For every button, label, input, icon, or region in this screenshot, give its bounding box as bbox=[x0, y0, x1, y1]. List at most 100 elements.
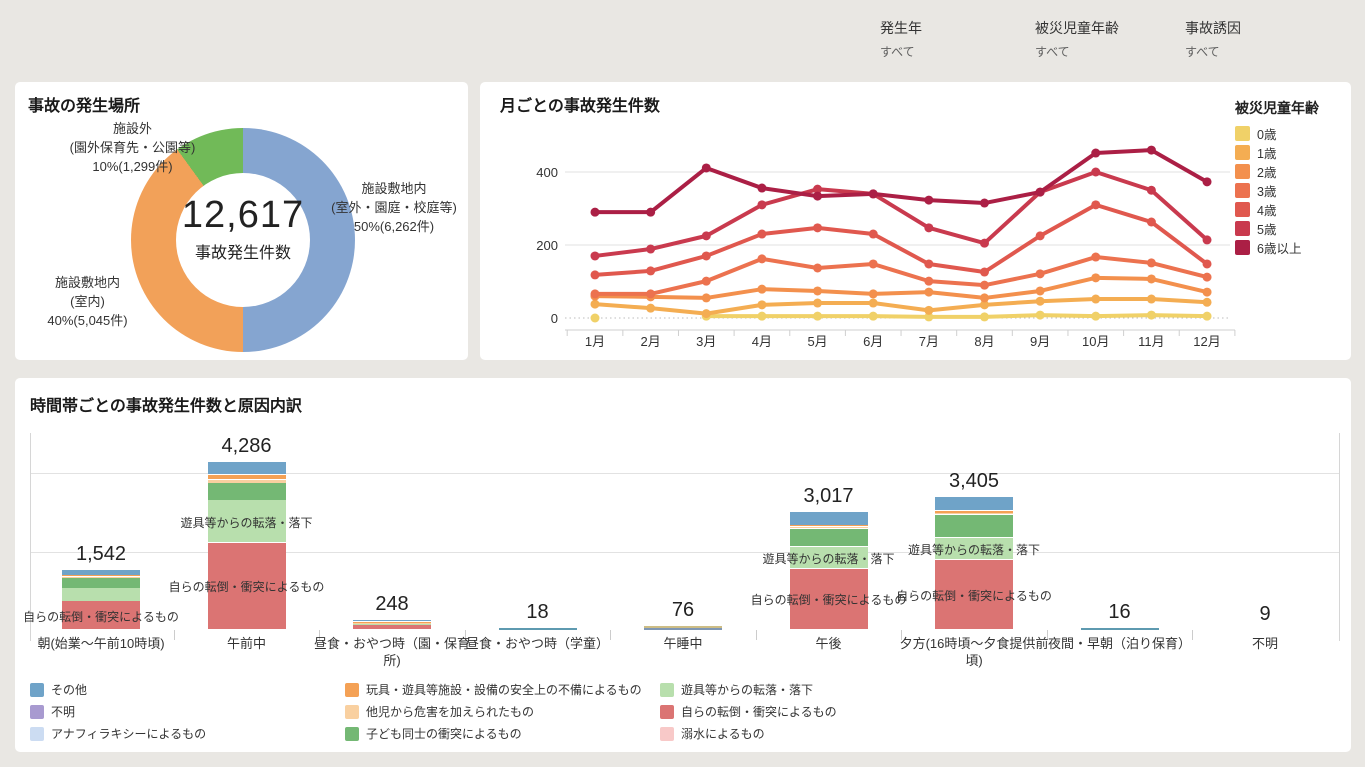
line-point-0歳-10月[interactable] bbox=[1091, 311, 1101, 321]
line-point-1歳-4月[interactable] bbox=[757, 300, 767, 310]
bar-segment-gangu[interactable] bbox=[353, 621, 431, 623]
line-point-2歳-5月[interactable] bbox=[813, 286, 823, 296]
line-point-4歳-4月[interactable] bbox=[757, 229, 767, 239]
filter-occurrence-year[interactable]: 発生年 すべて bbox=[880, 18, 922, 60]
line-point-0歳-8月[interactable] bbox=[979, 312, 989, 322]
line-point-4歳-7月[interactable] bbox=[924, 259, 934, 269]
line-point-0歳-1月[interactable] bbox=[590, 313, 600, 323]
line-point-1歳-6月[interactable] bbox=[868, 298, 878, 308]
line-point-3歳-1月[interactable] bbox=[590, 289, 600, 299]
line-point-3歳-9月[interactable] bbox=[1035, 269, 1045, 279]
cause-legend-item[interactable]: 不明 bbox=[30, 703, 75, 720]
bar-segment-gangu[interactable] bbox=[935, 510, 1013, 513]
bar-segment-tagai[interactable] bbox=[62, 576, 140, 578]
cause-legend-item[interactable]: 溺水によるもの bbox=[660, 725, 765, 742]
line-point-6歳以上-8月[interactable] bbox=[979, 198, 989, 208]
line-series-0歳[interactable] bbox=[704, 313, 1210, 319]
filter-value[interactable]: すべて bbox=[880, 45, 915, 59]
age-legend-item[interactable]: 4歳 bbox=[1235, 200, 1319, 219]
bar-segment-tagai[interactable] bbox=[935, 513, 1013, 515]
bar-segment-gangu[interactable] bbox=[789, 525, 868, 527]
line-point-3歳-10月[interactable] bbox=[1091, 252, 1101, 262]
line-point-0歳-9月[interactable] bbox=[1035, 310, 1045, 320]
line-point-5歳-4月[interactable] bbox=[757, 200, 767, 210]
bar-segment-jibun[interactable] bbox=[789, 568, 868, 630]
line-point-2歳-3月[interactable] bbox=[701, 293, 711, 303]
line-point-3歳-3月[interactable] bbox=[701, 276, 711, 286]
line-point-5歳-5月[interactable] bbox=[813, 184, 823, 194]
bar-segment-kodomo[interactable] bbox=[789, 528, 868, 547]
bar-segment-yugu[interactable] bbox=[353, 623, 431, 625]
bar-mini[interactable] bbox=[498, 628, 577, 630]
line-point-3歳-4月[interactable] bbox=[757, 254, 767, 264]
bar-segment-sonota[interactable] bbox=[935, 496, 1013, 511]
line-point-6歳以上-2月[interactable] bbox=[646, 207, 656, 217]
age-legend-item[interactable]: 0歳 bbox=[1235, 124, 1319, 143]
cause-legend-item[interactable]: 子ども同士の衝突によるもの bbox=[345, 725, 522, 742]
bar-segment-sonota[interactable] bbox=[207, 461, 286, 475]
line-point-6歳以上-6月[interactable] bbox=[868, 189, 878, 199]
bar-segment-jibun[interactable] bbox=[935, 559, 1013, 630]
line-point-4歳-11月[interactable] bbox=[1146, 217, 1156, 227]
bar-segment-tagai[interactable] bbox=[207, 479, 286, 483]
age-legend-item[interactable]: 5歳 bbox=[1235, 219, 1319, 238]
age-legend-item[interactable]: 3歳 bbox=[1235, 181, 1319, 200]
bar-segment-tagai[interactable] bbox=[353, 622, 431, 624]
bar-segment-sonota[interactable] bbox=[62, 569, 140, 575]
line-series-3歳[interactable] bbox=[593, 255, 1210, 296]
line-point-2歳-9月[interactable] bbox=[1035, 286, 1045, 296]
line-point-2歳-6月[interactable] bbox=[868, 289, 878, 299]
line-point-3歳-11月[interactable] bbox=[1146, 258, 1156, 268]
line-point-4歳-5月[interactable] bbox=[813, 223, 823, 233]
line-point-2歳-11月[interactable] bbox=[1146, 274, 1156, 284]
line-point-2歳-12月[interactable] bbox=[1202, 287, 1212, 297]
line-point-0歳-11月[interactable] bbox=[1146, 310, 1156, 320]
filter-value[interactable]: すべて bbox=[1185, 45, 1220, 59]
bar-segment-jibun[interactable] bbox=[207, 542, 286, 630]
line-point-4歳-2月[interactable] bbox=[646, 266, 656, 276]
line-point-3歳-7月[interactable] bbox=[924, 276, 934, 286]
cause-legend-item[interactable]: 他児から危害を加えられたもの bbox=[345, 703, 534, 720]
line-point-1歳-12月[interactable] bbox=[1202, 297, 1212, 307]
line-point-0歳-6月[interactable] bbox=[868, 311, 878, 321]
bar-mini[interactable] bbox=[644, 628, 722, 630]
line-point-6歳以上-1月[interactable] bbox=[590, 207, 600, 217]
cause-legend-item[interactable]: 遊具等からの転落・落下 bbox=[660, 681, 813, 698]
line-point-1歳-7月[interactable] bbox=[924, 305, 934, 315]
age-legend-item[interactable]: 1歳 bbox=[1235, 143, 1319, 162]
bar-segment-yugu[interactable] bbox=[935, 537, 1013, 560]
line-point-5歳-8月[interactable] bbox=[979, 238, 989, 248]
line-point-3歳-5月[interactable] bbox=[813, 263, 823, 273]
line-point-3歳-8月[interactable] bbox=[979, 280, 989, 290]
line-point-2歳-10月[interactable] bbox=[1091, 273, 1101, 283]
bar-mini[interactable] bbox=[644, 626, 722, 628]
line-point-1歳-10月[interactable] bbox=[1091, 294, 1101, 304]
line-point-1歳-9月[interactable] bbox=[1035, 296, 1045, 306]
bar-segment-gangu[interactable] bbox=[62, 575, 140, 577]
line-point-3歳-6月[interactable] bbox=[868, 259, 878, 269]
bar-segment-tagai[interactable] bbox=[789, 526, 868, 529]
line-point-5歳-11月[interactable] bbox=[1146, 185, 1156, 195]
line-point-6歳以上-9月[interactable] bbox=[1035, 187, 1045, 197]
line-point-4歳-9月[interactable] bbox=[1035, 231, 1045, 241]
bar-segment-kodomo[interactable] bbox=[62, 578, 140, 588]
line-point-6歳以上-4月[interactable] bbox=[757, 183, 767, 193]
bar-segment-jibun[interactable] bbox=[353, 625, 431, 630]
line-point-6歳以上-7月[interactable] bbox=[924, 195, 934, 205]
line-point-3歳-2月[interactable] bbox=[646, 289, 656, 299]
line-point-4歳-10月[interactable] bbox=[1091, 200, 1101, 210]
bar-segment-sonota[interactable] bbox=[789, 511, 868, 525]
cause-legend-item[interactable]: その他 bbox=[30, 681, 87, 698]
line-point-1歳-11月[interactable] bbox=[1146, 294, 1156, 304]
line-point-4歳-8月[interactable] bbox=[979, 267, 989, 277]
line-point-1歳-1月[interactable] bbox=[590, 299, 600, 309]
bar-segment-sonota[interactable] bbox=[353, 620, 431, 622]
line-point-6歳以上-11月[interactable] bbox=[1146, 145, 1156, 155]
line-point-4歳-6月[interactable] bbox=[868, 229, 878, 239]
line-series-6歳以上[interactable] bbox=[593, 148, 1210, 215]
line-series-4歳[interactable] bbox=[593, 202, 1210, 277]
line-point-3歳-12月[interactable] bbox=[1202, 272, 1212, 282]
line-point-2歳-8月[interactable] bbox=[979, 293, 989, 303]
line-point-0歳-5月[interactable] bbox=[813, 311, 823, 321]
line-point-4歳-1月[interactable] bbox=[590, 270, 600, 280]
